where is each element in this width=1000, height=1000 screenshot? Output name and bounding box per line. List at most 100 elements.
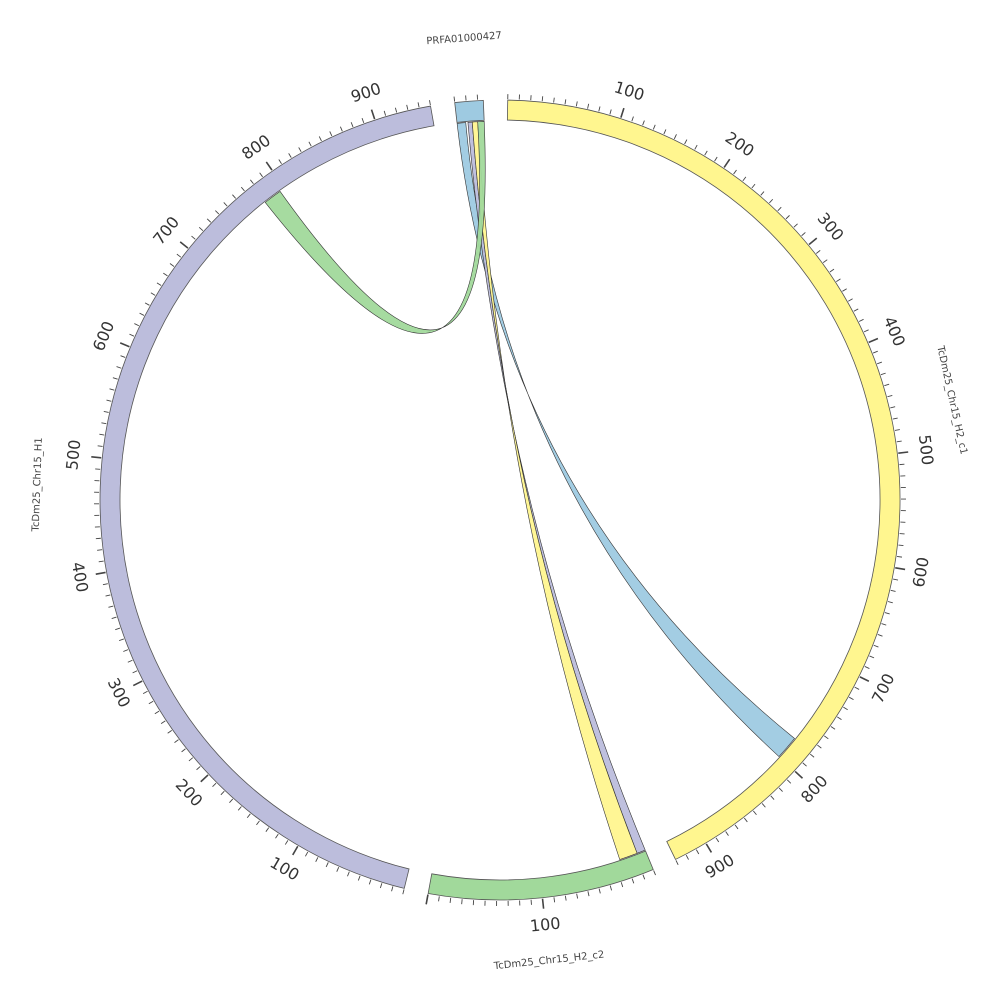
minor-tick-h1 [103,410,109,413]
minor-tick-h2c2 [449,897,452,903]
major-tick-h2c1 [723,158,731,168]
minor-tick-h2c1 [896,440,902,443]
tick-label-h2c1: 800 [797,771,832,806]
minor-tick-h1 [188,757,194,762]
minor-tick-h2c1 [770,795,775,800]
minor-tick-h1 [163,272,168,277]
major-tick-h1 [119,342,130,348]
ideogram-h2c1 [506,99,901,860]
minor-tick-h1 [169,263,175,267]
minor-tick-h2c1 [609,109,612,115]
major-tick-h2c1 [620,107,625,118]
minor-tick-h1 [336,866,340,872]
minor-tick-h1 [139,312,145,316]
major-tick-h2c1 [794,770,804,779]
minor-tick-h2c1 [785,215,790,220]
minor-tick-h1 [181,748,186,753]
tick-label-h2c1: 200 [722,128,758,161]
minor-tick-h1 [429,100,431,106]
minor-tick-h2c1 [815,250,821,254]
minor-tick-h1 [232,194,237,199]
segment-label-h2c2: TcDm25_Chr15_H2_c2 [492,950,605,973]
minor-tick-h2c1 [864,666,870,669]
minor-tick-h1 [383,110,387,116]
minor-tick-h1 [284,840,289,845]
minor-tick-h2c1 [848,298,853,302]
minor-tick-h2c1 [587,103,590,109]
minor-tick-h2c1 [761,803,766,808]
minor-tick-h1 [339,126,343,132]
minor-tick-h1 [154,710,160,715]
link-prfa-h1-3 [264,121,486,334]
minor-tick-h2c2 [642,874,646,880]
minor-tick-h1 [167,729,173,734]
segment-label-h1: TcDm25_Chr15_H1 [31,437,45,532]
minor-tick-h2c1 [890,406,896,409]
minor-tick-h1 [315,857,319,862]
minor-tick-h1 [127,659,133,663]
minor-tick-h2c1 [854,686,860,690]
minor-tick-h2c1 [887,601,893,604]
tick-label-h1: 800 [238,131,274,164]
link-prfa-h2c2-1 [467,121,646,854]
major-tick-h1 [292,845,299,856]
tick-label-h1: 300 [104,675,135,711]
tick-label-h1: 100 [267,853,303,885]
minor-tick-h1 [350,122,354,128]
major-tick-h2c1 [705,843,713,853]
minor-tick-h1 [101,422,107,425]
minor-tick-h1 [394,107,398,113]
major-tick-h1 [370,109,376,120]
minor-tick-h1 [148,700,154,705]
minor-tick-h2c1 [760,191,765,196]
tick-label-h2c1: 300 [814,209,848,245]
minor-tick-h2c1 [742,176,747,182]
minor-tick-h2c1 [869,655,875,659]
minor-tick-h2c1 [822,259,828,264]
minor-tick-h2c1 [830,726,836,730]
minor-tick-h1 [220,790,225,796]
minor-tick-h2c1 [802,762,807,767]
minor-tick-h1 [417,102,420,108]
minor-tick-h2c1 [801,232,806,237]
tick-label-h2c1: 100 [612,77,647,104]
minor-tick-h2c1 [809,753,815,758]
tick-label-h1: 400 [68,560,92,593]
major-tick-h2c2 [425,894,429,905]
minor-tick-h2c1 [786,779,792,784]
major-tick-h1 [265,161,273,171]
minor-tick-h2c1 [695,849,700,855]
minor-tick-h1 [144,302,150,306]
minor-tick-h2c1 [564,99,567,105]
minor-tick-h2c1 [715,837,720,843]
minor-tick-h1 [116,366,122,369]
minor-tick-h1 [191,235,196,240]
tick-label-h2c1: 400 [880,314,909,350]
minor-tick-h1 [111,616,117,619]
minor-tick-h2c1 [863,329,869,333]
minor-tick-h1 [98,560,104,563]
minor-tick-h1 [123,649,129,652]
minor-tick-h1 [212,782,217,788]
minor-tick-h2c1 [673,134,677,140]
minor-tick-h1 [105,594,111,597]
minor-tick-h1 [108,605,114,608]
minor-tick-h1 [229,798,234,804]
tick-label-h2c1: 900 [702,850,738,882]
minor-tick-h1 [308,141,312,147]
minor-tick-h1 [325,862,329,868]
minor-tick-h2c2 [438,896,440,902]
major-tick-h1 [91,456,102,459]
tick-label-h2c1: 500 [915,434,937,467]
minor-tick-h2c1 [817,744,822,749]
minor-tick-h1 [129,333,135,337]
minor-tick-h1 [115,627,121,631]
minor-tick-h2c1 [858,318,864,322]
minor-tick-h1 [109,388,115,391]
minor-tick-h1 [250,179,254,185]
links-layer [264,121,796,860]
minor-tick-h2c1 [877,361,883,365]
minor-tick-h2c1 [553,97,555,103]
minor-tick-h2c2 [576,893,579,899]
minor-tick-h1 [102,583,108,586]
